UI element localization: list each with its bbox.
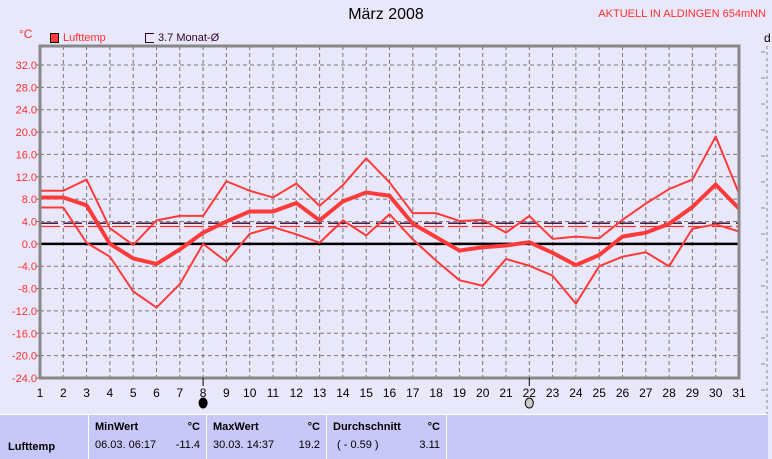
y-tick-label: 20.0: [16, 127, 37, 139]
avg-col: Durchschnitt °C ( - 0.59 ) 3.11: [327, 415, 447, 459]
y-tick-label: -24.0: [12, 373, 37, 385]
x-tick-label: 6: [153, 386, 160, 400]
y-tick-label: -4.0: [18, 261, 37, 273]
min-value: -11.4: [176, 439, 200, 451]
x-tick-label: 10: [243, 386, 257, 400]
y-tick-label: -16.0: [12, 328, 37, 340]
x-tick-label: 26: [616, 386, 630, 400]
max-unit: °C: [308, 421, 320, 433]
x-tick-label: 14: [336, 386, 350, 400]
x-tick-label: 31: [732, 386, 746, 400]
x-tick-label: 28: [662, 386, 676, 400]
max-col: MaxWert °C 30.03. 14:37 19.2: [207, 415, 327, 459]
x-tick-label: 20: [476, 386, 490, 400]
min-col: MinWert °C 06.03. 06:17 -11.4: [89, 415, 207, 459]
min-unit: °C: [188, 421, 200, 433]
avg-deviation: ( - 0.59 ): [337, 439, 379, 451]
x-tick-label: 11: [267, 386, 280, 400]
x-tick-label: 3: [83, 386, 90, 400]
y-tick-label: -8.0: [18, 284, 37, 296]
new-moon-icon: [199, 398, 207, 408]
y-tick-label: -12.0: [12, 306, 37, 318]
y-tick-label: 24.0: [16, 105, 37, 117]
y-tick-label: 4.0: [22, 217, 37, 229]
x-tick-label: 4: [107, 386, 114, 400]
stats-table: Lufttemp MinWert °C 06.03. 06:17 -11.4 M…: [0, 414, 768, 459]
x-tick-label: 23: [546, 386, 560, 400]
y-tick-label: 16.0: [16, 149, 37, 161]
avg-value: 3.11: [419, 439, 440, 451]
y-tick-label: 12.0: [16, 172, 37, 184]
y-tick-label: -20.0: [12, 351, 37, 363]
x-tick-label: 30: [709, 386, 723, 400]
x-tick-label: 24: [569, 386, 583, 400]
max-value: 19.2: [299, 439, 320, 451]
stats-row-label-col: Lufttemp: [0, 415, 89, 459]
x-tick-label: 7: [176, 386, 183, 400]
max-header: MaxWert: [213, 421, 259, 433]
avg-header: Durchschnitt: [333, 421, 401, 433]
y-tick-label: 28.0: [16, 82, 37, 94]
min-date: 06.03. 06:17: [95, 439, 156, 451]
x-tick-label: 17: [406, 386, 420, 400]
x-tick-label: 12: [290, 386, 304, 400]
x-tick-label: 27: [639, 386, 653, 400]
x-tick-label: 2: [60, 386, 67, 400]
x-tick-label: 18: [429, 386, 443, 400]
x-tick-label: 25: [593, 386, 607, 400]
x-tick-label: 16: [383, 386, 397, 400]
x-tick-label: 15: [360, 386, 374, 400]
row-label: Lufttemp: [8, 441, 55, 453]
max-date: 30.03. 14:37: [213, 439, 274, 451]
y-tick-label: 0.0: [22, 239, 37, 251]
temperature-chart: -24.0 -20.0 -16.0 -12.0 -8.0 -4.0 0.0 4.0 8.0 12.…: [0, 0, 772, 414]
full-moon-icon: [525, 398, 533, 408]
x-tick-label: 13: [313, 386, 327, 400]
x-tick-label: 29: [686, 386, 700, 400]
x-tick-label: 1: [37, 386, 44, 400]
x-tick-label: 19: [453, 386, 467, 400]
min-header: MinWert: [95, 421, 138, 433]
x-tick-label: 9: [223, 386, 230, 400]
y-tick-label: 8.0: [22, 194, 37, 206]
y-tick-label: 32.0: [16, 60, 37, 72]
x-tick-label: 21: [499, 386, 513, 400]
avg-unit: °C: [428, 421, 440, 433]
x-tick-label: 5: [130, 386, 137, 400]
